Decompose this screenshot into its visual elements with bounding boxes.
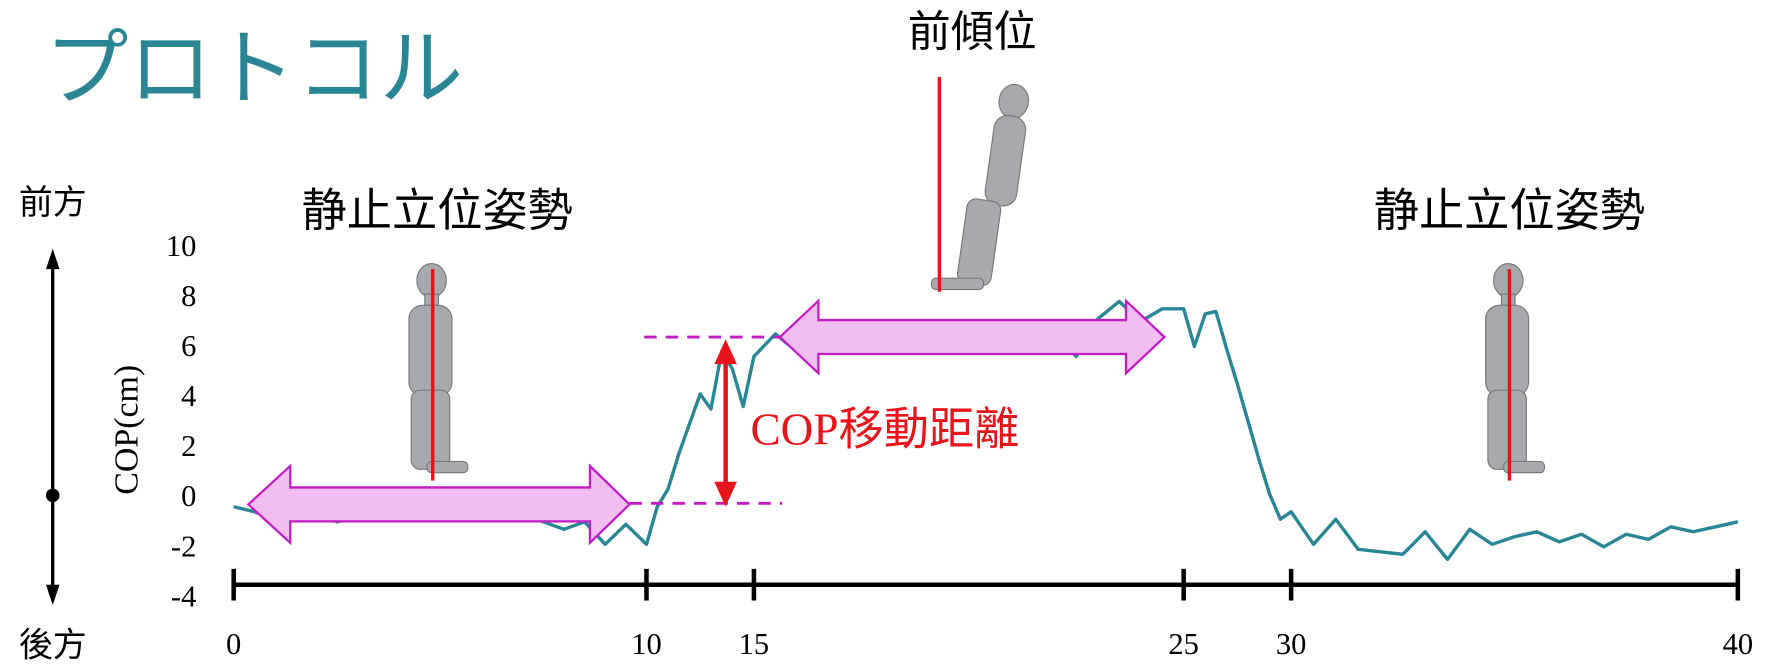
y-axis-label: COP(cm) bbox=[108, 365, 145, 495]
direction-arrow bbox=[46, 249, 60, 605]
cop-distance-label: COP移動距離 bbox=[751, 405, 1020, 455]
slide-title: プロトコル bbox=[45, 20, 463, 118]
range-arrows bbox=[248, 301, 1164, 543]
y-tick-label: 6 bbox=[181, 329, 196, 363]
x-tick-label: 10 bbox=[631, 627, 662, 661]
y-tick-label: 10 bbox=[166, 229, 197, 263]
phase-label: 静止立位姿勢 bbox=[1374, 184, 1645, 237]
slide: プロトコル 前方 後方 静止立位姿勢 前傾位 静止立位姿勢 COP移動距離 CO… bbox=[0, 0, 1777, 665]
backward-label: 後方 bbox=[19, 625, 87, 664]
x-tick-label: 15 bbox=[739, 627, 770, 661]
x-tick-label: 0 bbox=[226, 627, 241, 661]
x-tick-label: 30 bbox=[1276, 627, 1307, 661]
y-tick-label: 0 bbox=[181, 479, 196, 513]
forward-label: 前方 bbox=[19, 183, 87, 222]
y-tick-label: 4 bbox=[181, 379, 196, 413]
y-tick-label: 2 bbox=[181, 429, 196, 463]
phase-label: 前傾位 bbox=[908, 8, 1037, 58]
x-tick-label: 25 bbox=[1168, 627, 1199, 661]
x-tick-label: 40 bbox=[1723, 627, 1754, 661]
phase-label: 静止立位姿勢 bbox=[302, 184, 573, 237]
y-tick-label: -2 bbox=[171, 529, 196, 563]
y-tick-label: -4 bbox=[171, 579, 196, 613]
y-tick-label: 8 bbox=[181, 279, 196, 313]
